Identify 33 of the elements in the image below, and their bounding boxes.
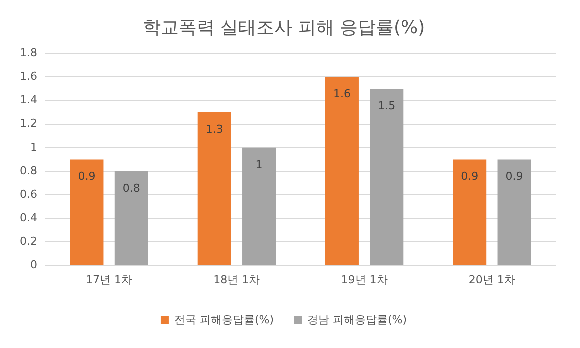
- x-tick-label: 17년 1차: [86, 273, 133, 286]
- bar: [114, 171, 148, 266]
- data-label: 0.9: [461, 170, 479, 184]
- bar: [370, 88, 404, 266]
- y-tick-label: 0: [30, 258, 38, 272]
- x-tick-label: 18년 1차: [214, 273, 260, 286]
- legend-label: 경남 피해응답률(%): [308, 313, 408, 326]
- bar: [198, 112, 232, 266]
- bar: [242, 148, 276, 266]
- y-tick-label: 0.2: [20, 235, 38, 248]
- data-label: 1.5: [378, 99, 396, 112]
- x-tick-label: 19년 1차: [341, 273, 388, 286]
- y-tick-label: 1.4: [20, 94, 38, 107]
- bar: [325, 77, 359, 266]
- data-label: 1.6: [333, 88, 351, 101]
- data-label: 1: [256, 158, 263, 172]
- x-tick-label: 20년 1차: [468, 273, 516, 286]
- y-tick-label: 1.8: [20, 46, 38, 60]
- data-label: 1.3: [206, 122, 224, 136]
- data-label: 0.9: [78, 170, 96, 184]
- bar: [498, 160, 532, 266]
- y-tick-label: 0.4: [20, 212, 38, 225]
- bar: [453, 160, 487, 266]
- y-tick-label: 1.6: [20, 70, 38, 84]
- bar: [70, 160, 104, 266]
- legend-label: 전국 피해응답률(%): [174, 313, 274, 326]
- y-tick-label: 0.6: [20, 188, 38, 201]
- data-label: 0.9: [506, 170, 524, 184]
- chart-title: 학교폭력 실태조사 피해 응답률(%): [142, 17, 426, 38]
- y-tick-label: 0.8: [20, 164, 38, 178]
- data-label: 0.8: [122, 182, 140, 195]
- y-tick-label: 1.2: [20, 117, 38, 130]
- y-tick-label: 1: [30, 140, 38, 154]
